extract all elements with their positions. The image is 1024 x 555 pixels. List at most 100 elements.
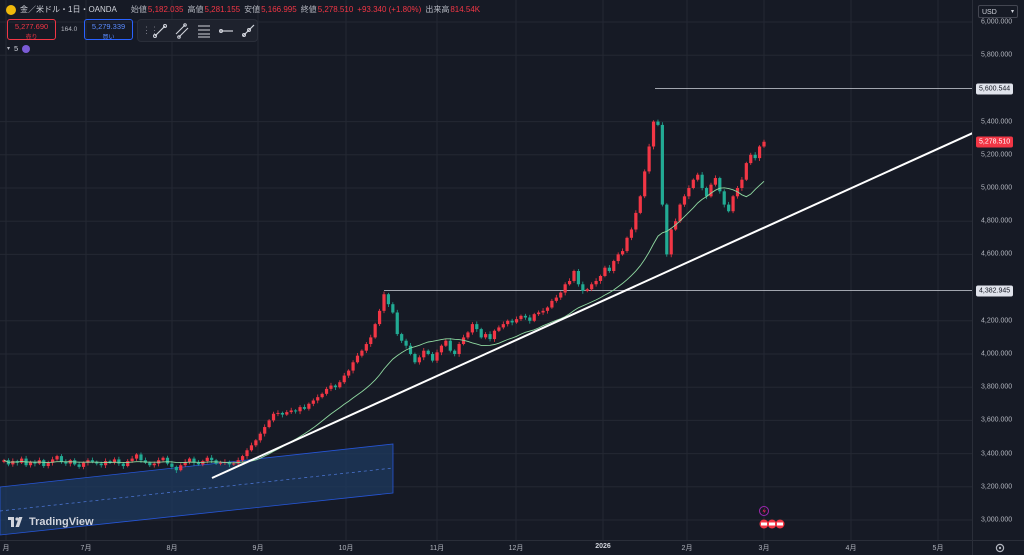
candle-body [718, 178, 722, 192]
candle-body [439, 345, 444, 353]
candle-body [77, 464, 81, 467]
candle-body [245, 450, 249, 457]
candle-body [289, 410, 293, 413]
sell-button[interactable]: 5,277.690 売り [7, 19, 56, 41]
candle-body [475, 324, 479, 330]
candle-body [298, 407, 302, 412]
price-tick-label: 3,600.000 [981, 416, 1013, 424]
candle-body [731, 196, 735, 212]
price-tick-label: 3,800.000 [981, 383, 1013, 391]
chart-pane[interactable]: 金／米ドル・1日・OANDA 始値5,182.035 高値5,281.155 安値5… [0, 0, 976, 540]
candle-body [696, 174, 700, 180]
ohlc-label: 高値 [187, 5, 204, 14]
candle-body [581, 284, 585, 291]
candle-body [108, 461, 112, 463]
candle-body [519, 315, 523, 320]
candle-body [28, 461, 33, 466]
candle-body [307, 403, 311, 409]
candle-body [537, 312, 541, 315]
candle-body [669, 229, 673, 255]
sell-label: 売り [25, 35, 38, 41]
price-tick-label: 4,200.000 [981, 317, 1013, 325]
candle-body [431, 354, 435, 361]
candle-body [329, 385, 333, 389]
candle-body [749, 154, 753, 164]
candle-body [90, 460, 94, 462]
tradingview-logo: TradingView [8, 516, 94, 528]
settings-gear-icon[interactable] [994, 542, 1006, 554]
candle-body [607, 267, 611, 271]
candle-body [700, 174, 704, 188]
symbol-title[interactable]: 金／米ドル・1日・OANDA [20, 5, 117, 14]
candle-body [528, 317, 532, 321]
candle-body [484, 334, 488, 338]
time-tick-label: 2026 [595, 543, 611, 550]
candle-body [444, 340, 448, 346]
candle-body [413, 354, 417, 363]
candle-body [192, 458, 196, 463]
candle-body [757, 146, 762, 159]
candle-body [704, 188, 709, 197]
candle-body [187, 458, 192, 462]
candle-body [523, 315, 527, 318]
candle-body [435, 352, 439, 361]
buy-price: 5,279.339 [91, 22, 126, 31]
economic-event-icon[interactable] [775, 519, 785, 529]
candle-body [285, 412, 289, 415]
candle-body [152, 463, 156, 466]
drag-handle-icon[interactable]: ⋮⋮ [142, 25, 159, 35]
candle-body [727, 204, 731, 212]
candle-body [347, 370, 351, 376]
price-tick-label: 5,000.000 [981, 184, 1013, 192]
candle-body [576, 271, 581, 285]
horizontal-ray-tool-icon[interactable] [218, 23, 234, 39]
candle-body [276, 412, 280, 414]
currency-select[interactable]: USD ▾ [978, 5, 1018, 18]
candle-body [501, 324, 505, 328]
ray-tool-icon[interactable] [240, 23, 256, 39]
candle-body [311, 400, 315, 404]
candle-body [2, 460, 6, 462]
time-tick-label: 5月 [932, 545, 944, 552]
price-tick-label: 4,800.000 [981, 217, 1013, 225]
candle-body [294, 410, 298, 412]
price-scale[interactable]: USD ▾ 6,000.000 5,800.000 5,400.000 5,200.0… [972, 0, 1024, 540]
indicator-count: 5 [14, 44, 19, 53]
event-markers [758, 506, 788, 530]
economic-event-icon[interactable] [767, 519, 777, 529]
candle-body [258, 433, 262, 441]
moving-average-line [3, 180, 765, 464]
candle-body [422, 350, 426, 358]
price-tick-label: 5,200.000 [981, 151, 1013, 159]
flash-event-icon[interactable] [759, 506, 769, 516]
candle-body [130, 458, 134, 462]
ohlc-label: 出来高 [425, 5, 450, 14]
candle-body [249, 445, 254, 451]
trendline-tool-icon[interactable] [152, 23, 168, 39]
candle-body [373, 324, 377, 338]
candle-body [139, 454, 143, 461]
candle-body [629, 229, 634, 238]
fib-retracement-tool-icon[interactable] [196, 23, 212, 39]
candle-body [563, 284, 567, 293]
channel-tool-icon[interactable] [174, 23, 190, 39]
indicator-icon[interactable] [22, 44, 31, 53]
time-tick-label: 8月 [166, 545, 178, 552]
time-tick-label: 3月 [758, 545, 770, 552]
candle-body [545, 307, 550, 311]
indicators-toggle[interactable]: ▾ 5 [7, 44, 31, 53]
price-chart[interactable] [0, 0, 976, 540]
time-scale[interactable]: 月 7月 8月 9月 10月 11月 12月 2026 2月 3月 4月 5月 [0, 540, 972, 555]
price-tick-label: 4,000.000 [981, 350, 1013, 358]
chevron-down-icon[interactable]: ▾ [7, 46, 11, 52]
price-tick-label: 3,400.000 [981, 450, 1013, 458]
candle-body [541, 310, 545, 313]
economic-event-icon[interactable] [759, 519, 769, 529]
drawing-toolbar: ⋮⋮ [137, 19, 258, 42]
ohlc-value: 5,166.995 [261, 5, 297, 14]
symbol-legend: 金／米ドル・1日・OANDA 始値5,182.035 高値5,281.155 安値5… [6, 4, 484, 16]
candle-body [179, 465, 183, 471]
candle-body [426, 350, 430, 354]
buy-button[interactable]: 5,279.339 買い [84, 19, 133, 41]
candle-body [174, 466, 178, 471]
